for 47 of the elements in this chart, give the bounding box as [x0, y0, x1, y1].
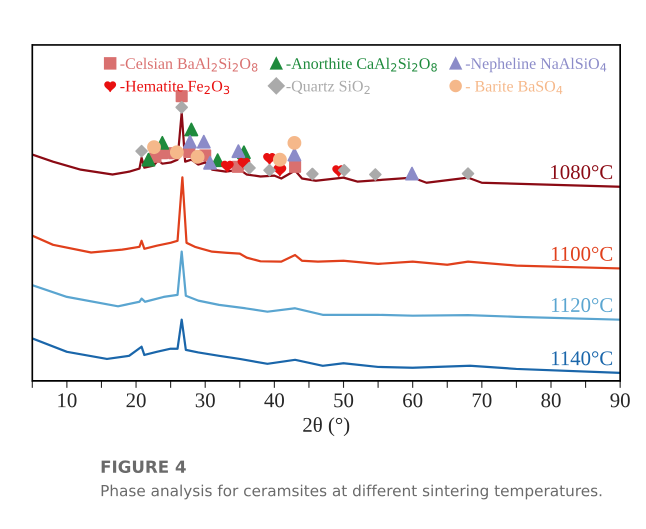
point [263, 153, 276, 165]
legend-label: -Nepheline NaAlSiO$_{4}$ [466, 58, 606, 72]
point [243, 162, 256, 174]
point [288, 136, 302, 150]
point [175, 101, 188, 114]
x-tick-label: 30 [196, 393, 215, 408]
point [142, 152, 156, 167]
series-label: 1080°C [551, 165, 612, 180]
point [196, 134, 211, 149]
x-tick-label: 50 [334, 393, 354, 408]
legend-label: -Quartz SiO$_{2}$ [286, 80, 370, 94]
x-tick-label: 80 [541, 393, 561, 408]
point [263, 164, 276, 177]
point [147, 140, 161, 154]
x-axis-title: 2θ (°) [303, 417, 350, 436]
point [170, 145, 184, 160]
legend-label: - Barite BaSO$_{4}$ [466, 80, 562, 94]
point [231, 144, 246, 158]
point [405, 166, 419, 181]
legend-label: -Anorthite CaAl$_{2}$Si$_{2}$O$_{8}$ [286, 58, 437, 72]
point [184, 122, 198, 136]
legend-label: -Hematite Fe$_{2}$O$_{3}$ [120, 80, 230, 94]
point [176, 90, 188, 102]
point [183, 134, 197, 149]
x-tick-label: 70 [472, 393, 492, 408]
x-tick-label: 90 [610, 393, 630, 408]
point [338, 164, 350, 177]
x-tick-label: 40 [264, 393, 284, 408]
series-label: 1120°C [552, 298, 612, 312]
series-label: 1100°C [552, 246, 612, 261]
x-tick-label: 10 [58, 393, 76, 408]
text: Phase analysis for ceramsites at different sintering temperatures. [102, 484, 602, 500]
point [288, 148, 302, 162]
point [220, 160, 234, 172]
point [135, 144, 148, 158]
point [369, 168, 382, 181]
point [306, 168, 319, 180]
point [272, 152, 287, 167]
point [203, 156, 217, 170]
x-tick-label: 20 [126, 393, 146, 408]
legend-label: -Celsian BaAl$_{2}$Si$_{2}$O$_{8}$ [120, 58, 258, 72]
x-tick-label: 60 [403, 393, 422, 408]
point [190, 150, 205, 164]
point [289, 160, 302, 173]
series-label: 1140°C [552, 351, 612, 366]
point [462, 167, 474, 180]
caption: FIGURE 4 [102, 460, 186, 473]
